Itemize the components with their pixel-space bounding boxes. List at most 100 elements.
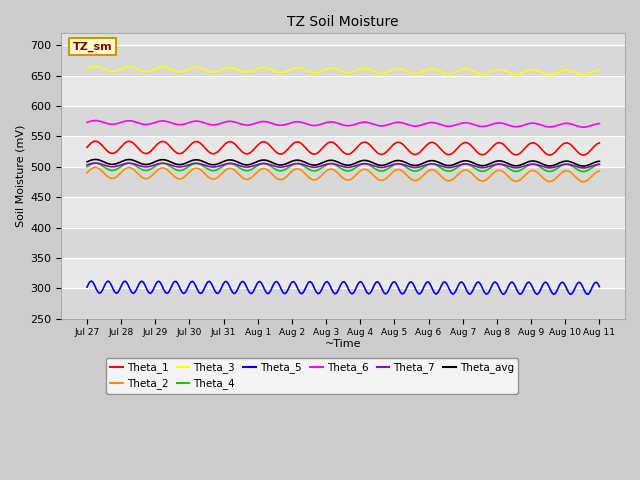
- Theta_5: [510, 281, 518, 287]
- Theta_7: [580, 165, 588, 171]
- Theta_3: [90, 64, 97, 70]
- Bar: [61, 136, 625, 167]
- Theta_3: [91, 63, 99, 69]
- Theta_4: [237, 166, 245, 172]
- Theta_7: [510, 165, 518, 170]
- Theta_1: [91, 138, 99, 144]
- Theta_2: [91, 165, 99, 170]
- Line: Theta_4: Theta_4: [87, 163, 600, 171]
- Theta_6: [596, 120, 604, 126]
- Theta_1: [504, 146, 511, 152]
- Theta_2: [198, 168, 205, 174]
- Line: Theta_avg: Theta_avg: [87, 159, 600, 166]
- Theta_4: [91, 160, 99, 166]
- Theta_3: [510, 71, 518, 77]
- Line: Theta_7: Theta_7: [87, 163, 600, 168]
- Theta_avg: [596, 158, 604, 164]
- Theta_5: [91, 283, 99, 288]
- Theta_2: [237, 174, 245, 180]
- Theta_2: [83, 170, 91, 176]
- Theta_avg: [510, 163, 518, 168]
- Theta_avg: [83, 159, 91, 165]
- Theta_1: [198, 142, 205, 147]
- Theta_7: [372, 164, 380, 169]
- Text: TZ_sm: TZ_sm: [73, 41, 112, 52]
- Theta_7: [90, 160, 97, 166]
- Theta_avg: [90, 157, 97, 163]
- Theta_4: [580, 168, 588, 174]
- Theta_3: [372, 69, 380, 75]
- Theta_2: [510, 178, 518, 184]
- Bar: [61, 288, 625, 319]
- Theta_5: [237, 279, 245, 285]
- Line: Theta_2: Theta_2: [87, 168, 600, 182]
- Theta_6: [510, 124, 518, 130]
- Theta_7: [237, 163, 245, 169]
- Theta_2: [596, 168, 604, 174]
- Theta_2: [580, 179, 588, 185]
- Theta_4: [504, 165, 511, 170]
- Theta_avg: [580, 163, 588, 169]
- Theta_5: [596, 284, 604, 289]
- Theta_5: [83, 284, 91, 290]
- Theta_3: [580, 72, 588, 78]
- Theta_6: [237, 121, 245, 127]
- Theta_4: [90, 160, 97, 166]
- Bar: [61, 75, 625, 106]
- Theta_5: [372, 279, 380, 285]
- Theta_1: [596, 140, 604, 146]
- Theta_4: [372, 167, 380, 172]
- Theta_2: [504, 173, 511, 179]
- Bar: [61, 197, 625, 228]
- Bar: [61, 45, 625, 75]
- Theta_3: [596, 67, 604, 73]
- Theta_3: [237, 68, 245, 74]
- Theta_7: [596, 161, 604, 167]
- Theta_avg: [91, 156, 99, 162]
- Theta_4: [83, 164, 91, 169]
- Theta_5: [504, 285, 511, 291]
- Theta_6: [90, 118, 97, 123]
- Theta_avg: [198, 158, 205, 164]
- Theta_5: [583, 291, 591, 297]
- Theta_3: [198, 65, 205, 71]
- Bar: [61, 167, 625, 197]
- Theta_6: [372, 122, 380, 128]
- Theta_1: [90, 139, 97, 144]
- Theta_7: [83, 162, 91, 168]
- Theta_1: [237, 148, 245, 154]
- Theta_1: [580, 152, 588, 158]
- Bar: [61, 106, 625, 136]
- Theta_1: [510, 151, 518, 157]
- Theta_6: [580, 124, 588, 130]
- Theta_avg: [237, 161, 245, 167]
- Theta_6: [83, 120, 91, 125]
- Theta_2: [90, 165, 97, 171]
- Line: Theta_1: Theta_1: [87, 141, 600, 155]
- Theta_7: [504, 163, 511, 169]
- Theta_3: [504, 69, 511, 75]
- X-axis label: ~Time: ~Time: [325, 339, 362, 349]
- Line: Theta_3: Theta_3: [87, 66, 600, 75]
- Theta_1: [83, 144, 91, 150]
- Theta_5: [198, 290, 205, 296]
- Bar: [61, 228, 625, 258]
- Theta_3: [83, 66, 91, 72]
- Line: Theta_6: Theta_6: [87, 120, 600, 127]
- Legend: Theta_1, Theta_2, Theta_3, Theta_4, Theta_5, Theta_6, Theta_7, Theta_avg: Theta_1, Theta_2, Theta_3, Theta_4, Thet…: [106, 358, 518, 394]
- Theta_avg: [504, 160, 511, 166]
- Y-axis label: Soil Moisture (mV): Soil Moisture (mV): [15, 125, 25, 227]
- Theta_avg: [372, 161, 380, 167]
- Theta_5: [88, 278, 95, 284]
- Theta_6: [91, 118, 99, 123]
- Theta_4: [198, 162, 205, 168]
- Theta_4: [596, 161, 604, 167]
- Theta_4: [510, 168, 518, 174]
- Theta_1: [372, 149, 380, 155]
- Theta_7: [91, 160, 99, 166]
- Line: Theta_5: Theta_5: [87, 281, 600, 294]
- Theta_7: [198, 161, 205, 167]
- Theta_6: [504, 122, 511, 128]
- Bar: [61, 258, 625, 288]
- Theta_6: [198, 119, 205, 125]
